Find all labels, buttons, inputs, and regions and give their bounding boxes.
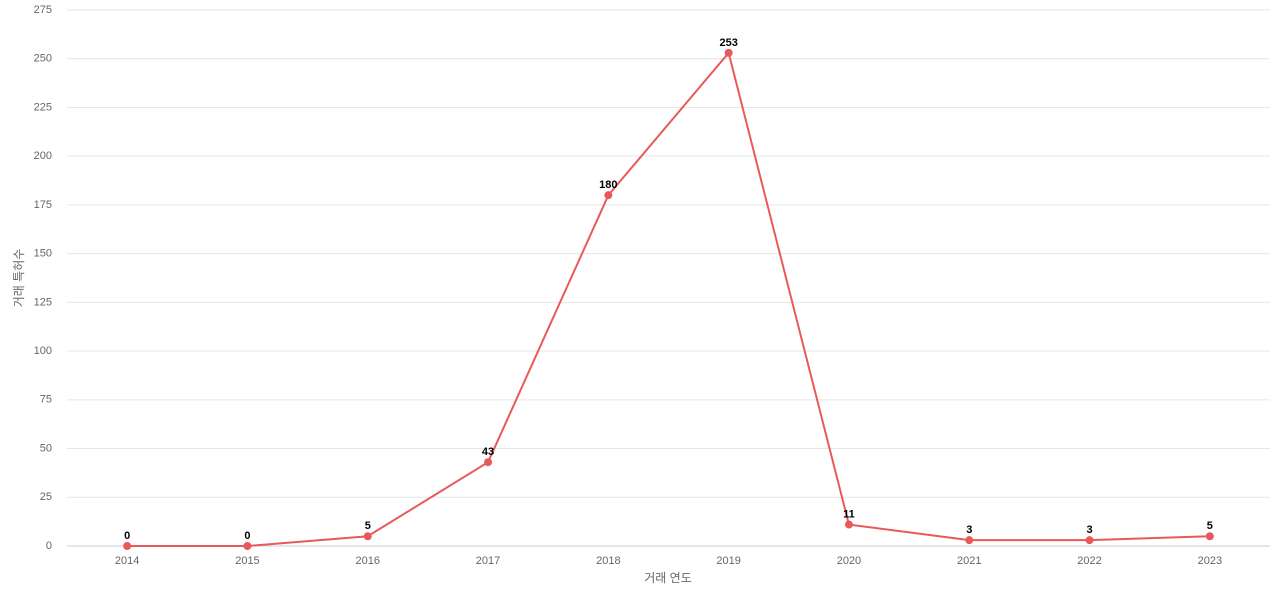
y-axis-title: 거래 특허수 [12, 249, 26, 308]
y-tick-label: 150 [34, 248, 52, 260]
point [1205, 532, 1214, 541]
x-tick-label: 2016 [356, 555, 380, 567]
y-tick-label: 0 [46, 540, 52, 552]
y-tick-label: 125 [34, 296, 52, 308]
x-tick-label: 2014 [115, 555, 139, 567]
point [123, 542, 132, 550]
y-tick-label: 25 [40, 491, 52, 503]
y-tick-label: 250 [34, 53, 52, 65]
x-axis-title: 거래 연도 [644, 571, 692, 585]
point [1085, 536, 1094, 545]
x-tick-label: 2020 [837, 555, 861, 567]
value-label: 3 [1086, 524, 1092, 536]
point [243, 542, 252, 550]
x-tick-label: 2015 [235, 555, 259, 567]
y-tick-label: 50 [40, 442, 52, 454]
y-tick-label: 175 [34, 199, 52, 211]
x-tick-label: 2021 [957, 555, 981, 567]
value-label: 180 [599, 179, 617, 191]
y-tick-label: 275 [34, 4, 52, 16]
value-label: 5 [365, 520, 371, 532]
y-tick-label: 75 [40, 394, 52, 406]
point [965, 536, 974, 545]
value-label: 5 [1207, 520, 1213, 532]
point [604, 191, 613, 200]
value-label: 0 [124, 530, 130, 542]
x-tick-label: 2017 [476, 555, 500, 567]
point [844, 520, 853, 529]
point [484, 458, 493, 467]
value-label: 11 [843, 508, 855, 520]
line [127, 50, 1210, 547]
value-label: 3 [966, 524, 972, 536]
y-tick-label: 200 [34, 150, 52, 162]
value-label: 0 [244, 530, 250, 542]
point [363, 532, 372, 541]
y-tick-label: 225 [34, 101, 52, 113]
x-tick-label: 2022 [1077, 555, 1101, 567]
x-tick-label: 2018 [596, 555, 620, 567]
y-tick-label: 100 [34, 345, 52, 357]
x-tick-label: 2019 [716, 555, 740, 567]
value-label: 43 [482, 446, 494, 458]
value-label: 253 [719, 37, 737, 49]
x-tick-label: 2023 [1198, 555, 1222, 567]
point [724, 48, 733, 57]
